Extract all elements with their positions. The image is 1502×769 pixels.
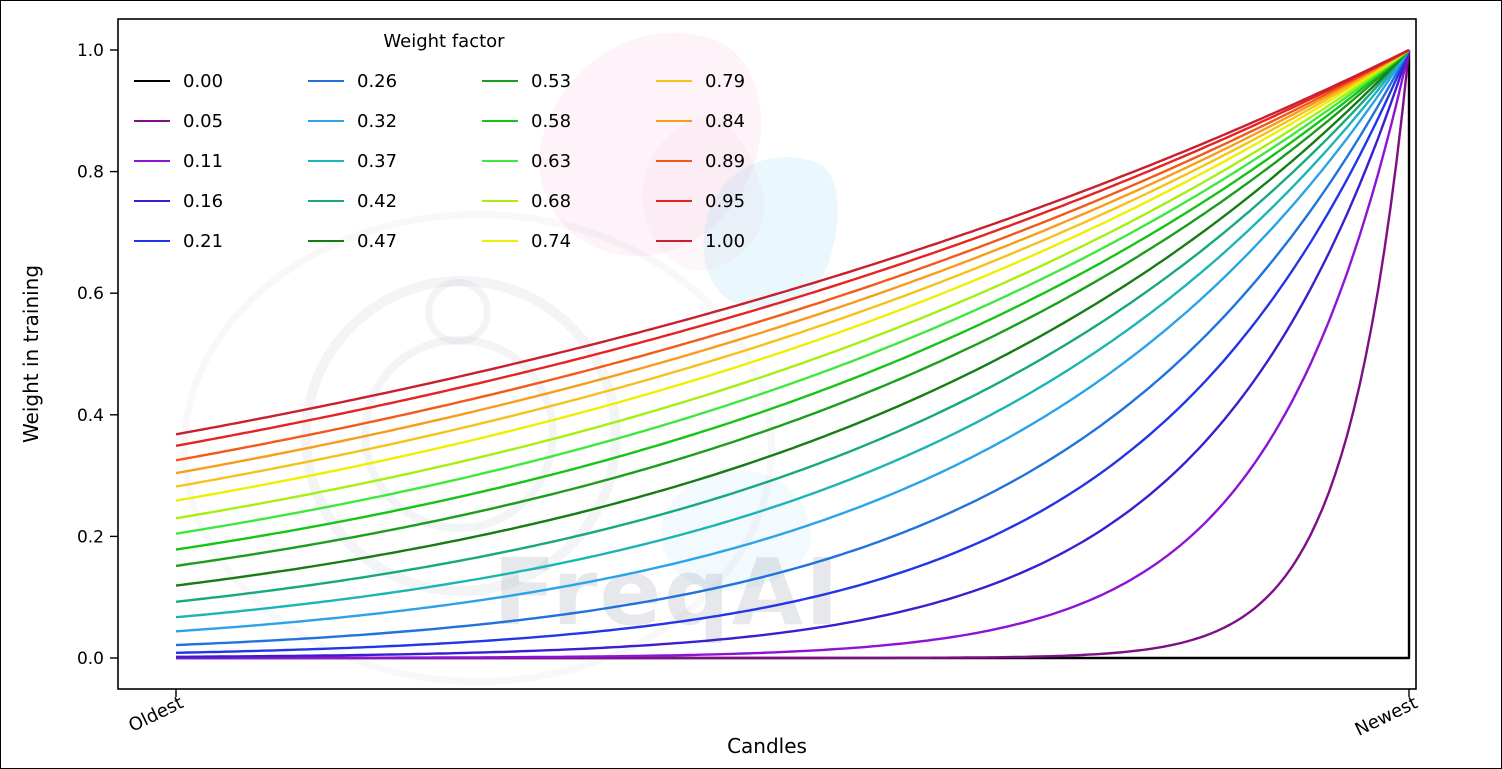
curve-weight-factor-0.16	[176, 49, 1411, 658]
legend-line-swatch	[134, 239, 170, 243]
legend-label: 0.58	[531, 110, 572, 132]
curve-weight-factor-0.79	[175, 48, 1410, 488]
legend-label: 0.63	[531, 150, 572, 172]
curve-weight-factor-0.21	[175, 49, 1411, 654]
legend-entry-0.84: 0.84	[656, 111, 830, 132]
legend-line-swatch	[656, 79, 692, 83]
legend-entry-0.11: 0.11	[134, 151, 308, 172]
legend-entry-1.00: 1.00	[656, 231, 830, 252]
y-tick-label: 0.4	[77, 406, 104, 426]
curve-weight-factor-0.89	[175, 48, 1410, 462]
legend-entry-0.05: 0.05	[134, 111, 308, 132]
legend-label: 0.05	[183, 110, 224, 132]
legend-line-swatch	[482, 79, 518, 83]
legend-line-swatch	[308, 159, 344, 163]
legend-entry-0.74: 0.74	[482, 231, 656, 252]
legend-line-swatch	[308, 119, 344, 123]
legend-label: 0.68	[531, 190, 572, 212]
legend-entry-0.58: 0.58	[482, 111, 656, 132]
legend-line-swatch	[482, 159, 518, 163]
legend-entry-0.89: 0.89	[656, 151, 830, 172]
legend-label: 0.74	[531, 230, 572, 252]
curve-weight-factor-1.00	[175, 48, 1410, 436]
legend-line-swatch	[134, 159, 170, 163]
legend-entry-0.42: 0.42	[308, 191, 482, 212]
legend-line-swatch	[308, 79, 344, 83]
legend-entry-0.68: 0.68	[482, 191, 656, 212]
curve-weight-factor-0.74	[175, 48, 1410, 502]
legend-label: 0.16	[183, 190, 224, 212]
x-axis-label: Candles	[727, 734, 807, 758]
legend-line-swatch	[482, 239, 518, 243]
legend-label: 0.79	[705, 70, 746, 92]
curve-weight-factor-0.42	[175, 49, 1410, 603]
curve-weight-factor-0.32	[175, 49, 1411, 633]
curve-weight-factor-0.68	[175, 49, 1410, 520]
legend-line-swatch	[134, 199, 170, 203]
legend-line-swatch	[482, 119, 518, 123]
legend-label: 0.84	[705, 110, 746, 132]
legend-entry-0.95: 0.95	[656, 191, 830, 212]
curve-weight-factor-0.53	[175, 49, 1410, 568]
legend-line-swatch	[656, 119, 692, 123]
legend-entry-0.63: 0.63	[482, 151, 656, 172]
y-axis-label: Weight in training	[19, 264, 43, 444]
legend-line-swatch	[656, 159, 692, 163]
legend-line-swatch	[134, 119, 170, 123]
legend-entry-0.21: 0.21	[134, 231, 308, 252]
legend-line-swatch	[656, 239, 692, 243]
legend-label: 0.21	[183, 230, 224, 252]
curve-weight-factor-0.58	[175, 49, 1410, 551]
legend-title: Weight factor	[383, 31, 505, 52]
legend-label: 0.11	[183, 150, 224, 172]
legend-entry-0.79: 0.79	[656, 71, 830, 92]
legend-entries: 0.00 0.05 0.11 0.16 0.21 0.26 0.32 0.37 0.42 0.47…	[134, 61, 830, 261]
legend-entry-0.53: 0.53	[482, 71, 656, 92]
legend-entry-0.26: 0.26	[308, 71, 482, 92]
legend-line-swatch	[656, 199, 692, 203]
legend-label: 0.95	[705, 190, 746, 212]
legend-label: 0.26	[357, 70, 398, 92]
legend-entry-0.47: 0.47	[308, 231, 482, 252]
legend-line-swatch	[308, 239, 344, 243]
curve-weight-factor-0.11	[176, 49, 1411, 660]
y-tick-label: 1.0	[77, 41, 104, 61]
legend-line-swatch	[134, 79, 170, 83]
legend-label: 1.00	[705, 230, 746, 252]
curve-weight-factor-0.84	[175, 48, 1410, 475]
legend-label: 0.89	[705, 150, 746, 172]
legend: Weight factor 0.00 0.05 0.11 0.16 0.21 0.26 0.…	[134, 31, 830, 261]
legend-label: 0.53	[531, 70, 572, 92]
curve-weight-factor-0.47	[175, 49, 1410, 587]
curve-weight-factor-0.37	[175, 49, 1410, 619]
legend-entry-0.32: 0.32	[308, 111, 482, 132]
legend-line-swatch	[308, 199, 344, 203]
y-tick-label: 0.2	[77, 527, 104, 547]
legend-entry-0.37: 0.37	[308, 151, 482, 172]
y-tick-label: 0.6	[77, 284, 104, 304]
legend-entry-0.00: 0.00	[134, 71, 308, 92]
legend-label: 0.47	[357, 230, 398, 252]
axes-frame	[117, 18, 1417, 690]
legend-line-swatch	[482, 199, 518, 203]
curve-weight-factor-0.95	[175, 48, 1410, 447]
y-tick-label: 0.8	[77, 163, 104, 183]
y-tick-label: 0.0	[77, 649, 104, 669]
legend-label: 0.42	[357, 190, 398, 212]
legend-label: 0.37	[357, 150, 398, 172]
curve-weight-factor-0.63	[175, 49, 1410, 535]
curve-weight-factor-0.26	[175, 49, 1411, 647]
legend-label: 0.32	[357, 110, 398, 132]
legend-entry-0.16: 0.16	[134, 191, 308, 212]
legend-label: 0.00	[183, 70, 224, 92]
